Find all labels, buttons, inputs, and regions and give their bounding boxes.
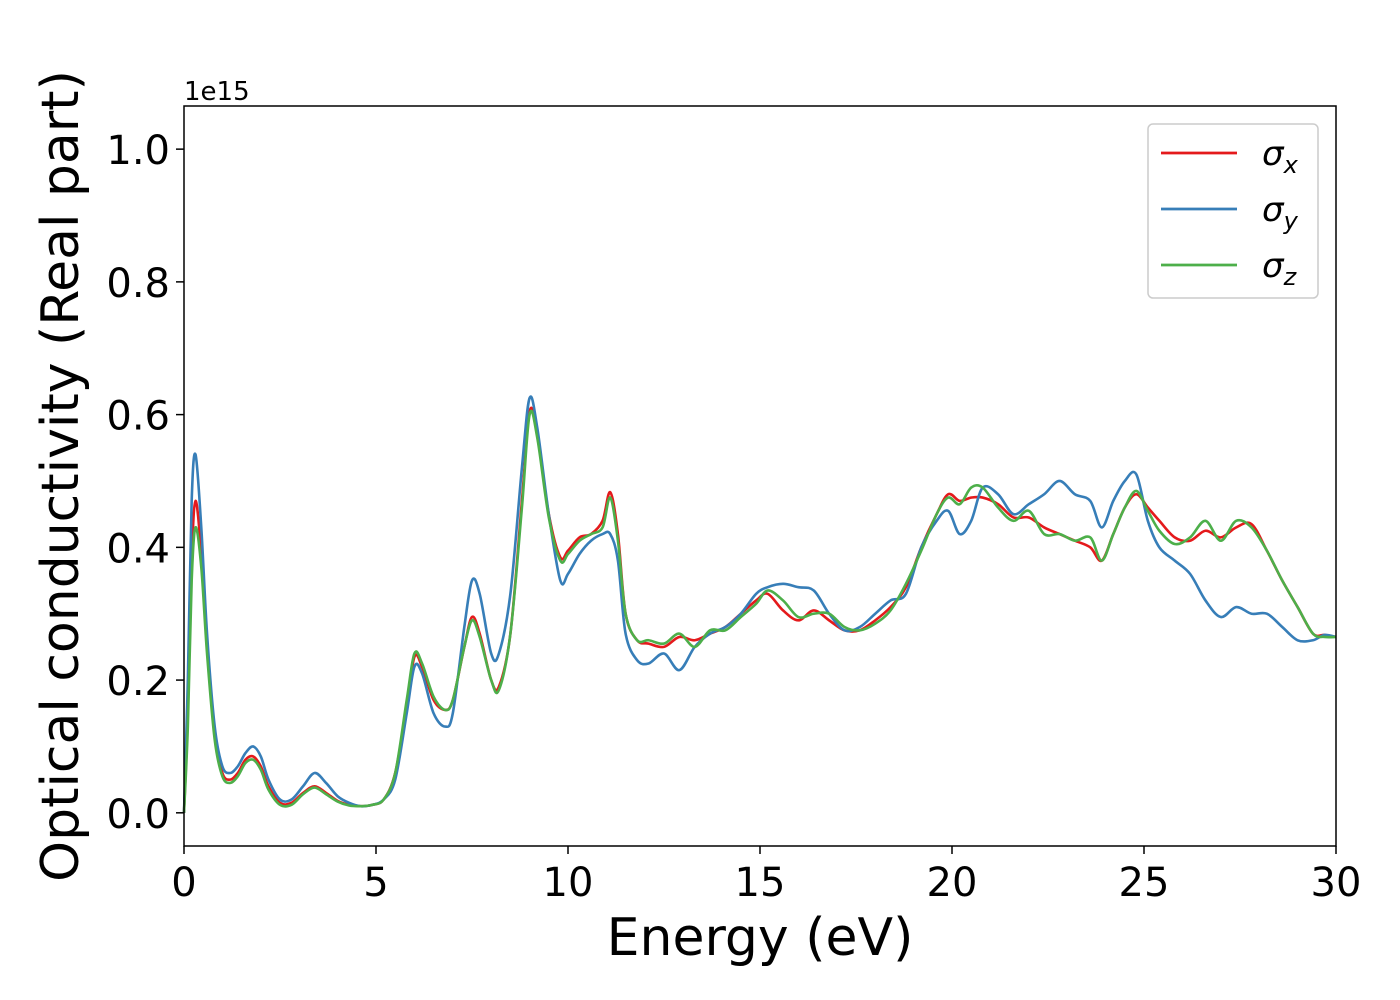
x-tick-label: 10 xyxy=(543,860,594,906)
legend-label-x: σx xyxy=(1262,134,1299,179)
y-axis-label: Optical conductivity (Real part) xyxy=(31,70,91,882)
series-line-z xyxy=(182,409,1337,813)
legend: σx σy σz xyxy=(1147,123,1319,299)
x-tick-label: 5 xyxy=(363,860,388,906)
y-tick-label: 0.6 xyxy=(106,394,170,440)
x-tick-label: 25 xyxy=(1119,860,1170,906)
x-tick-label: 15 xyxy=(735,860,786,906)
y-tick-label: 0.8 xyxy=(106,261,170,307)
x-axis-label: Energy (eV) xyxy=(607,908,914,968)
legend-label-z: σz xyxy=(1262,246,1298,291)
y-axis-ticks: 0.0 0.2 0.4 0.6 0.8 1.0 xyxy=(106,128,184,838)
x-axis-ticks: 0 5 10 15 20 25 30 xyxy=(171,846,1361,906)
series-line-y xyxy=(182,395,1337,813)
x-tick-label: 30 xyxy=(1311,860,1362,906)
x-tick-label: 0 xyxy=(171,860,196,906)
series-line-x xyxy=(182,406,1337,813)
legend-label-y: σy xyxy=(1262,190,1299,235)
y-tick-label: 1.0 xyxy=(106,128,170,174)
legend-box xyxy=(1147,123,1319,299)
y-offset-label: 1e15 xyxy=(184,77,250,107)
y-tick-label: 0.4 xyxy=(106,526,170,572)
y-tick-label: 0.2 xyxy=(106,659,170,705)
y-tick-label: 0.0 xyxy=(106,792,170,838)
series-layer xyxy=(182,395,1337,813)
x-tick-label: 20 xyxy=(927,860,978,906)
